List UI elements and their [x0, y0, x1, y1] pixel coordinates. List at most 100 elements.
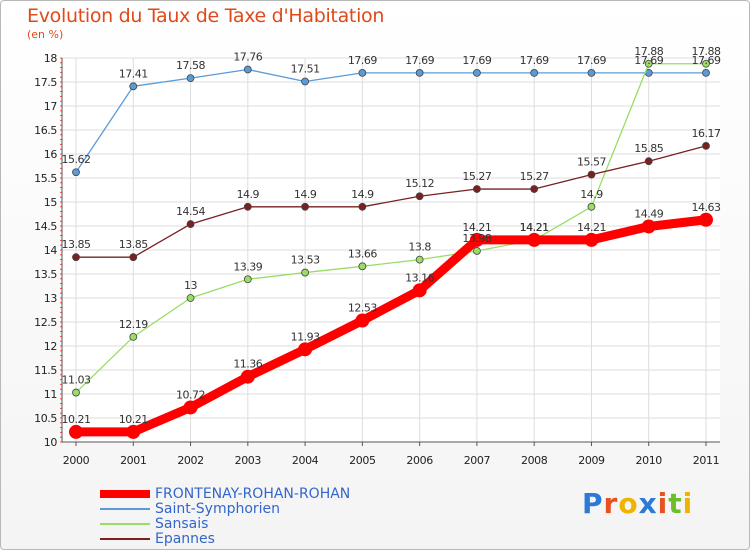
series-point-3: [473, 185, 481, 193]
x-tick-label: 2005: [349, 454, 376, 467]
data-label-3: 14.54: [176, 205, 205, 218]
x-tick-label: 2011: [693, 454, 719, 467]
data-label-1: 17.76: [233, 51, 262, 64]
series-point-3: [587, 170, 596, 179]
data-label-0: 11.36: [233, 358, 262, 371]
y-tick-label: 15.5: [34, 172, 57, 185]
legend-item: Sansais: [100, 516, 420, 532]
series-point-2: [415, 255, 424, 264]
x-tick-label: 2000: [63, 454, 90, 467]
series-point-0: [126, 424, 141, 439]
series-point-1: [473, 68, 481, 77]
data-label-2: 13: [184, 279, 197, 292]
data-label-3: 15.57: [577, 156, 606, 169]
data-label-2: 13.8: [408, 241, 431, 254]
data-label-2: 17.88: [692, 45, 721, 58]
data-label-1: 15.62: [62, 153, 91, 166]
x-tick-label: 2007: [464, 454, 491, 467]
grid: [62, 57, 720, 443]
data-label-2: 13.39: [233, 260, 262, 273]
legend-swatch: [100, 538, 150, 540]
series-point-2: [587, 202, 596, 211]
series-point-0: [69, 424, 83, 439]
series-line-1: [75, 68, 707, 173]
series-line-2: [75, 63, 707, 394]
data-label-1: 17.58: [176, 59, 205, 72]
data-label-2: 13.53: [291, 254, 320, 267]
series-point-2: [301, 268, 309, 277]
legend-label: Saint-Symphorien: [155, 501, 281, 517]
series-point-0: [298, 342, 313, 357]
y-tick-label: 13: [44, 292, 58, 305]
y-tick-label: 11.5: [34, 364, 57, 377]
series-point-3: [72, 253, 80, 262]
data-label-2: 17.88: [634, 45, 663, 58]
data-label-0: 11.93: [291, 330, 320, 343]
legend-swatch: [100, 508, 150, 510]
series-point-1: [243, 65, 252, 74]
data-label-1: 17.69: [634, 54, 663, 67]
y-tick-label: 15: [44, 196, 58, 209]
data-label-3: 14.9: [294, 188, 317, 201]
data-label-1: 17.69: [692, 54, 721, 67]
series-point-1: [358, 68, 367, 77]
brand-letter: o: [618, 487, 639, 520]
series-point-3: [702, 141, 710, 150]
data-label-1: 17.69: [462, 54, 491, 67]
data-label-3: 15.12: [405, 177, 434, 190]
series-point-3: [530, 185, 539, 193]
series-point-1: [702, 68, 710, 77]
data-label-0: 13.16: [405, 271, 434, 284]
series-point-1: [129, 82, 138, 91]
y-tick-label: 10: [44, 436, 58, 449]
series-point-2: [186, 294, 195, 302]
brand-letter: i: [657, 487, 669, 520]
x-tick-label: 2002: [177, 454, 203, 467]
series-point-0: [527, 232, 542, 247]
data-label-1: 17.69: [405, 54, 434, 67]
series-point-1: [587, 68, 596, 77]
y-tick-label: 12: [44, 340, 57, 353]
y-tick-label: 18: [44, 52, 58, 65]
y-tick-label: 17: [44, 100, 58, 113]
axes: 10 10.5 11 11.5 12 12.5 13 13.5 14 14.5 15 15.5 16 16…: [34, 52, 720, 467]
y-tick-label: 14.5: [34, 220, 57, 233]
y-tick-label: 16.5: [34, 124, 57, 137]
brand-letter: r: [603, 487, 619, 520]
series-point-3: [644, 157, 653, 166]
series-point-3: [129, 253, 138, 262]
legend-swatch: [100, 490, 150, 498]
y-tick-label: 14: [44, 244, 58, 257]
data-label-0: 14.21: [520, 221, 549, 234]
series-point-3: [243, 202, 252, 211]
data-label-0: 10.21: [119, 413, 148, 426]
x-tick-label: 2004: [292, 454, 319, 467]
data-labels: 10.21 10.21 10.72 11.36 11.93 12.53 13.16 14.21…: [62, 45, 722, 426]
legend-label: FRONTENAY-ROHAN-ROHAN: [155, 486, 351, 502]
series-point-1: [415, 68, 424, 77]
brand-letter: t: [668, 487, 683, 520]
data-label-1: 17.69: [577, 54, 606, 67]
brand-logo: Proxiti: [582, 487, 693, 520]
series-point-0: [584, 232, 599, 247]
data-label-2: 14.9: [580, 188, 603, 201]
data-label-0: 10.72: [176, 388, 205, 401]
chart-unit: (en %): [27, 28, 64, 41]
legend-swatch: [100, 523, 150, 525]
series-point-0: [641, 219, 656, 234]
series-point-2: [243, 275, 252, 284]
series-point-1: [530, 68, 539, 77]
data-label-3: 14.9: [237, 188, 260, 201]
data-label-2: 12.19: [119, 318, 148, 331]
series-group: [69, 59, 713, 439]
legend-item: FRONTENAY-ROHAN-ROHAN: [100, 486, 420, 502]
legend-item: Epannes: [100, 531, 420, 547]
x-tick-label: 2006: [406, 454, 433, 467]
series-point-3: [186, 220, 195, 228]
y-tick-label: 13.5: [34, 268, 57, 281]
series-point-0: [469, 232, 484, 247]
data-label-2: 14.21: [520, 221, 549, 234]
data-label-1: 17.51: [291, 63, 320, 76]
chart-title: Evolution du Taux de Taxe d'Habitation: [27, 5, 385, 27]
series-point-2: [72, 388, 80, 397]
